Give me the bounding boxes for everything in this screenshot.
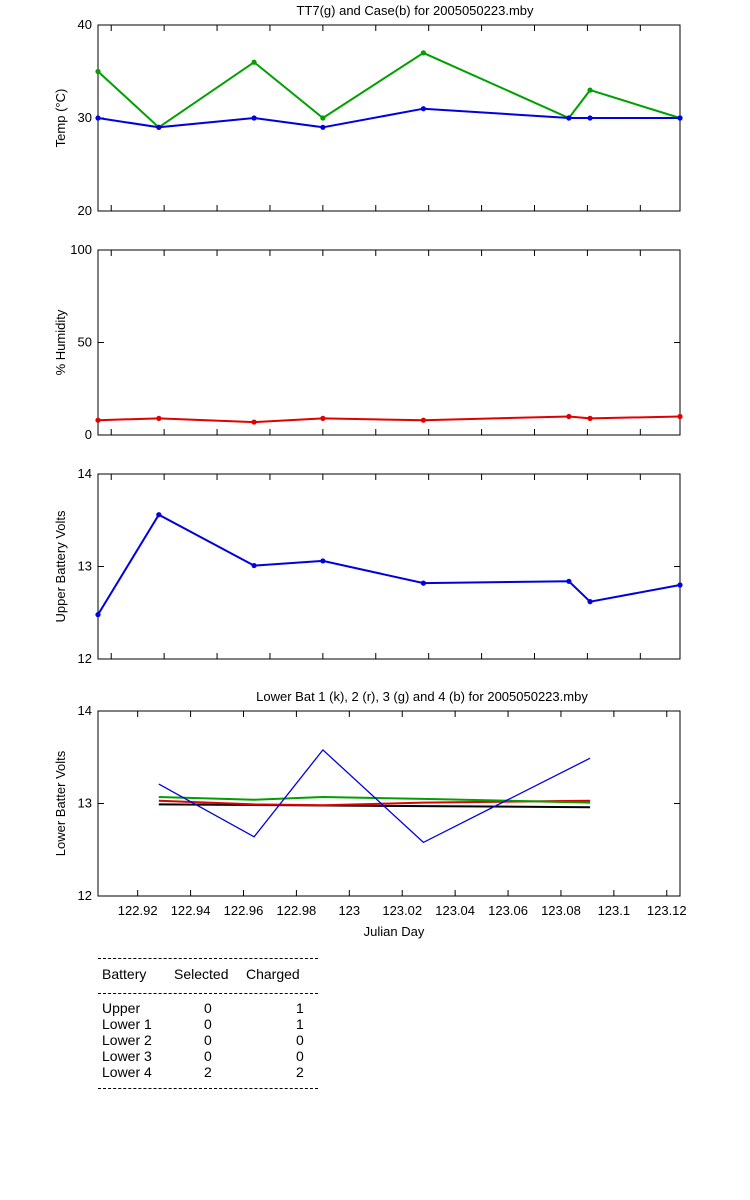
x-tick-label: 122.96 [224,903,264,918]
y-tick-label: 12 [78,888,92,903]
header-selected: Selected [174,966,229,982]
data-point [677,413,683,420]
data-point [420,417,426,423]
y-tick-label: 14 [78,466,92,481]
data-point [251,59,257,65]
data-point [95,417,101,423]
row-battery: Lower 4 [102,1064,152,1080]
data-point [251,562,257,569]
row-charged: 2 [296,1064,304,1080]
data-point [95,115,101,121]
y-tick-label: 13 [78,796,92,811]
data-point [566,578,572,584]
y-tick-label: 13 [78,559,92,574]
row-charged: 1 [296,1000,304,1016]
table-bottom-rule [98,1088,318,1089]
series-line [97,415,681,424]
x-tick-label: 123.02 [382,903,422,918]
data-point [420,580,426,586]
x-tick-label: 122.98 [277,903,317,918]
data-point [95,68,101,75]
data-point [156,512,162,518]
chart-title: TT7(g) and Case(b) for 2005050223.mby [296,3,534,18]
data-point [320,415,326,421]
row-selected: 0 [204,1032,212,1048]
data-point [320,558,326,564]
data-point [587,415,593,421]
battery-status-table: Battery Selected Charged Upper 0 1 Lower… [98,958,318,1089]
data-point [587,87,593,93]
table-header-rule [98,993,318,994]
data-point [677,582,683,588]
x-tick-label: 123 [338,903,360,918]
charts-area: 20 30 40 TT7(g) and Case(b) for 2005050223.… [53,3,687,939]
table-body: Upper 0 1 Lower 1 0 1 Lower 2 0 0 Lower … [98,994,318,1088]
y-tick-label: 20 [78,203,92,218]
table-row: Lower 3 0 0 [98,1048,318,1064]
x-axis-label: Julian Day [364,924,425,939]
table-row: Lower 1 0 1 [98,1016,318,1032]
table-row: Upper 0 1 [98,1000,318,1016]
data-point [251,419,257,425]
data-point [95,612,101,618]
data-point [587,115,593,121]
row-selected: 0 [204,1000,212,1016]
y-tick-label: 0 [85,427,92,442]
series-line [158,803,591,809]
x-tick-label: 123.04 [435,903,475,918]
data-point [320,124,326,130]
y-tick-label: 12 [78,651,92,666]
row-charged: 0 [296,1048,304,1064]
data-point [156,415,162,421]
x-tick-label: 123.12 [647,903,687,918]
y-axis-label: Temp (°C) [53,89,68,148]
row-selected: 0 [204,1016,212,1032]
data-point [420,50,426,56]
row-battery: Lower 1 [102,1016,152,1032]
series-line [158,799,591,807]
data-point [156,124,162,130]
series-line [97,513,681,616]
table-header-row: Battery Selected Charged [98,959,318,989]
data-point [420,106,426,112]
row-charged: 1 [296,1016,304,1032]
y-tick-label: 14 [78,703,92,718]
series-line [97,51,681,129]
row-charged: 0 [296,1032,304,1048]
y-axis-label: Lower Batter Volts [53,750,68,856]
data-point [566,115,572,121]
series-line [158,748,591,844]
plot-frame [97,249,681,436]
table-top-rule [98,958,318,959]
row-selected: 0 [204,1048,212,1064]
table-row: Lower 4 2 2 [98,1064,318,1080]
y-tick-label: 50 [78,335,92,350]
y-tick-label: 30 [78,110,92,125]
data-point [587,599,593,605]
x-tick-label: 123.08 [541,903,581,918]
row-battery: Lower 3 [102,1048,152,1064]
x-tick-label: 123.1 [598,903,631,918]
x-tick-label: 123.06 [488,903,528,918]
row-selected: 2 [204,1064,212,1080]
row-battery: Lower 2 [102,1032,152,1048]
data-point [320,115,326,121]
series-line [158,795,591,804]
row-battery: Upper [102,1000,141,1016]
data-point [566,413,572,420]
y-tick-label: 40 [78,17,92,32]
header-battery: Battery [102,966,147,982]
series-line [97,107,680,129]
x-tick-label: 122.92 [118,903,158,918]
data-point [251,115,257,121]
plot-frame [97,473,681,660]
table-row: Lower 2 0 0 [98,1032,318,1048]
y-axis-label: % Humidity [53,309,68,375]
y-axis-label: Upper Battery Volts [53,510,68,622]
y-tick-label: 100 [70,242,92,257]
data-point [677,115,683,121]
chart-title: Lower Bat 1 (k), 2 (r), 3 (g) and 4 (b) … [256,689,588,704]
header-charged: Charged [246,966,300,982]
x-tick-label: 122.94 [171,903,211,918]
